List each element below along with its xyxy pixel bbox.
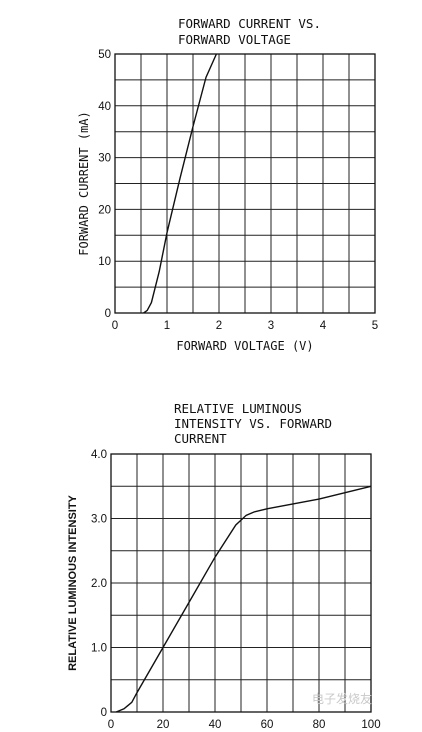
y-axis-label: FORWARD CURRENT (mA)	[77, 111, 91, 256]
y-tick-label: 4.0	[91, 449, 107, 461]
watermark-text: 电子发烧友	[312, 691, 372, 706]
chart-title-line: FORWARD VOLTAGE	[178, 32, 291, 47]
x-tick-label: 100	[361, 719, 380, 731]
y-tick-label: 10	[98, 256, 111, 268]
x-tick-label: 4	[320, 320, 327, 332]
y-tick-label: 40	[98, 101, 111, 113]
y-tick-label: 20	[98, 204, 111, 216]
y-tick-label: 1.0	[91, 643, 107, 655]
x-tick-label: 2	[216, 320, 222, 332]
y-tick-label: 2.0	[91, 578, 107, 590]
x-tick-label: 60	[261, 719, 274, 731]
watermark: 电子发烧友	[312, 691, 372, 706]
x-tick-label: 5	[372, 320, 378, 332]
x-axis-label: FORWARD VOLTAGE (V)	[176, 339, 313, 353]
y-tick-label: 3.0	[91, 514, 107, 526]
y-tick-label: 50	[98, 49, 111, 61]
y-tick-label: 30	[98, 153, 111, 165]
y-axis-label: RELATIVE LUMINOUS INTENSITY	[67, 494, 79, 670]
plot-frame	[114, 53, 376, 314]
plot-frame	[110, 453, 372, 713]
y-tick-label: 0	[101, 707, 107, 719]
x-tick-label: 80	[313, 719, 326, 731]
x-tick-label: 0	[108, 719, 114, 731]
x-tick-label: 1	[164, 320, 170, 332]
y-tick-label: 0	[105, 308, 111, 320]
chart-title-line: INTENSITY VS. FORWARD	[174, 416, 332, 431]
x-tick-label: 40	[209, 719, 222, 731]
chart-title-line: FORWARD CURRENT VS.	[178, 16, 321, 31]
series-line	[143, 53, 218, 314]
chart-title-line: CURRENT	[174, 431, 227, 446]
chart-title-line: RELATIVE LUMINOUS	[174, 401, 302, 416]
x-tick-label: 3	[268, 320, 274, 332]
x-tick-label: 20	[157, 719, 170, 731]
series-line	[115, 485, 372, 713]
x-tick-label: 0	[112, 320, 118, 332]
chart-relative-luminous-intensity: 0 20 40 60 80 100 0 1.0 2.0 3.0 4.0 RELATIVE LUMINO…	[67, 401, 381, 731]
